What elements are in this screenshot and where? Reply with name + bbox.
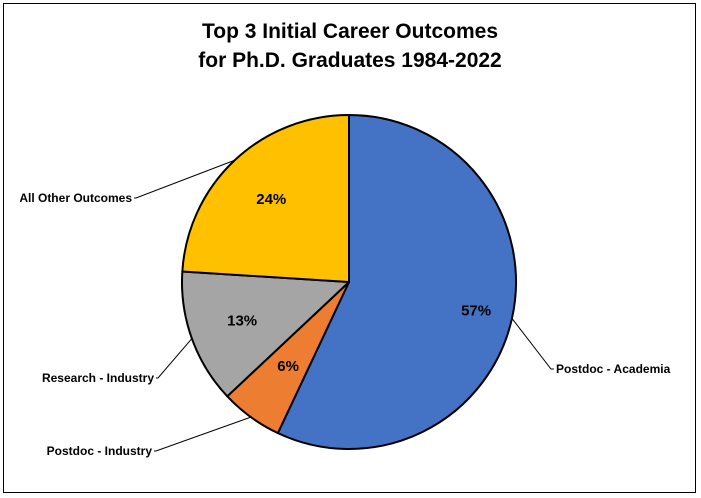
chart-title-line-1: Top 3 Initial Career Outcomes (202, 20, 498, 43)
data-label: 13% (227, 312, 257, 329)
chart-area: Top 3 Initial Career Outcomes for Ph.D. … (3, 3, 696, 493)
pie-chart: Top 3 Initial Career Outcomes for Ph.D. … (19, 20, 671, 458)
data-label: 57% (461, 302, 491, 319)
data-label: 24% (256, 191, 286, 208)
leader-line (154, 416, 252, 452)
leader-line (156, 338, 193, 379)
leader-line (511, 318, 554, 370)
chart-title-line-2: for Ph.D. Graduates 1984-2022 (198, 49, 501, 72)
category-label: Research - Industry (42, 371, 154, 385)
category-label: Postdoc - Academia (556, 362, 671, 376)
leader-line (134, 159, 235, 199)
category-label: Postdoc - Industry (47, 444, 153, 458)
category-label: All Other Outcomes (19, 191, 132, 205)
data-label: 6% (277, 358, 299, 375)
pie-slice-all-other-outcomes (181, 114, 350, 283)
pie-slice-research-industry (181, 270, 350, 398)
